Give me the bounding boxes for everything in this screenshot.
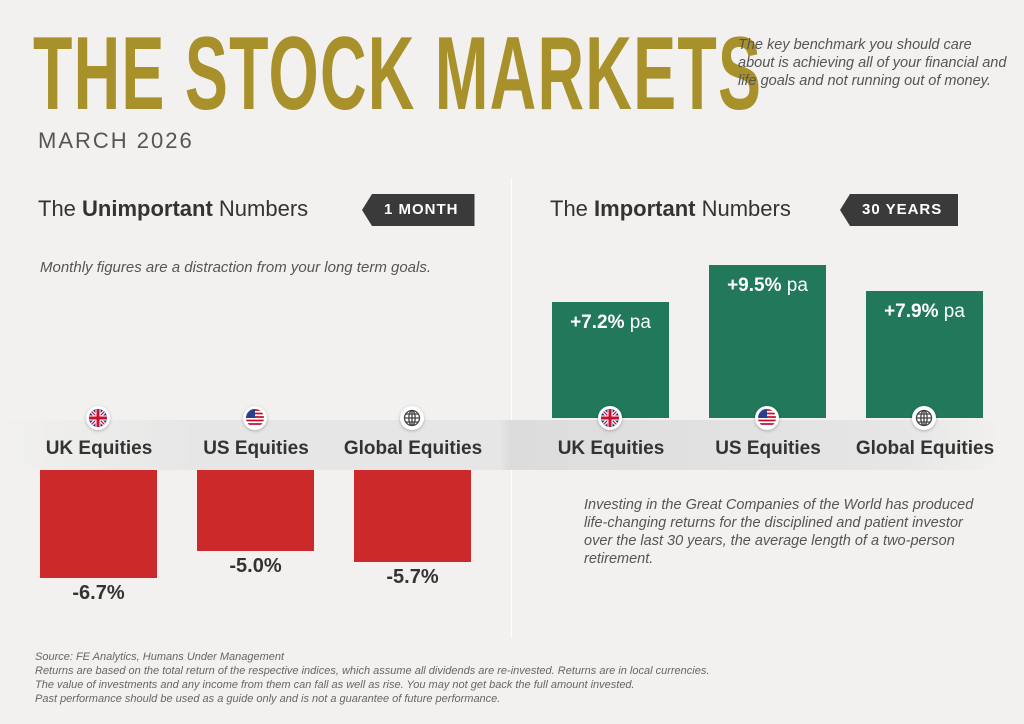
bar-negative (197, 470, 314, 551)
footer-line: Past performance should be used as a gui… (35, 693, 501, 705)
footer-line: The value of investments and any income … (35, 679, 635, 691)
category-label: US Equities (715, 438, 821, 459)
category-band (0, 420, 1000, 470)
uk-flag-icon (86, 406, 110, 430)
bar-positive (866, 290, 983, 418)
right-section-title: The Important Numbers (550, 196, 791, 221)
category-label: UK Equities (557, 438, 665, 459)
globe-icon (912, 406, 936, 430)
us-flag-icon (243, 406, 267, 430)
bar-value-label: +7.9% pa (884, 300, 965, 322)
bar-value-label: -5.0% (229, 554, 282, 577)
page-title: THE STOCK MARKETS (33, 16, 763, 132)
category-label: US Equities (203, 438, 309, 459)
footer-source: Source: FE Analytics, Humans Under Manag… (35, 651, 285, 663)
bar-negative (354, 470, 471, 562)
category-label: Global Equities (855, 438, 995, 459)
footer: Source: FE Analytics, Humans Under Manag… (35, 650, 709, 706)
bar-negative (40, 470, 157, 578)
bar-positive (552, 302, 669, 418)
footer-line: Returns are based on the total return of… (35, 665, 710, 677)
category-label: UK Equities (45, 438, 153, 459)
period-tag-30-years: 30 YEARS (840, 194, 959, 226)
period-tag-1-month: 1 MONTH (362, 194, 475, 226)
globe-icon (400, 406, 424, 430)
bar-value-label: +7.2% pa (570, 312, 651, 334)
bar-positive (709, 265, 826, 418)
date-subtitle: MARCH 2026 (38, 128, 194, 153)
bar-value-label: -5.7% (386, 565, 439, 588)
header-blurb: The key benchmark you should care about … (738, 37, 1007, 89)
right-note: Investing in the Great Companies of the … (584, 497, 974, 567)
bar-value-label: +9.5% pa (727, 275, 808, 297)
bar-value-label: -6.7% (72, 581, 125, 604)
us-flag-icon (755, 406, 779, 430)
uk-flag-icon (598, 406, 622, 430)
left-section-title: The Unimportant Numbers (38, 196, 309, 221)
section-divider (511, 178, 512, 638)
category-label: Global Equities (343, 438, 483, 459)
left-note: Monthly figures are a distraction from y… (40, 259, 432, 276)
